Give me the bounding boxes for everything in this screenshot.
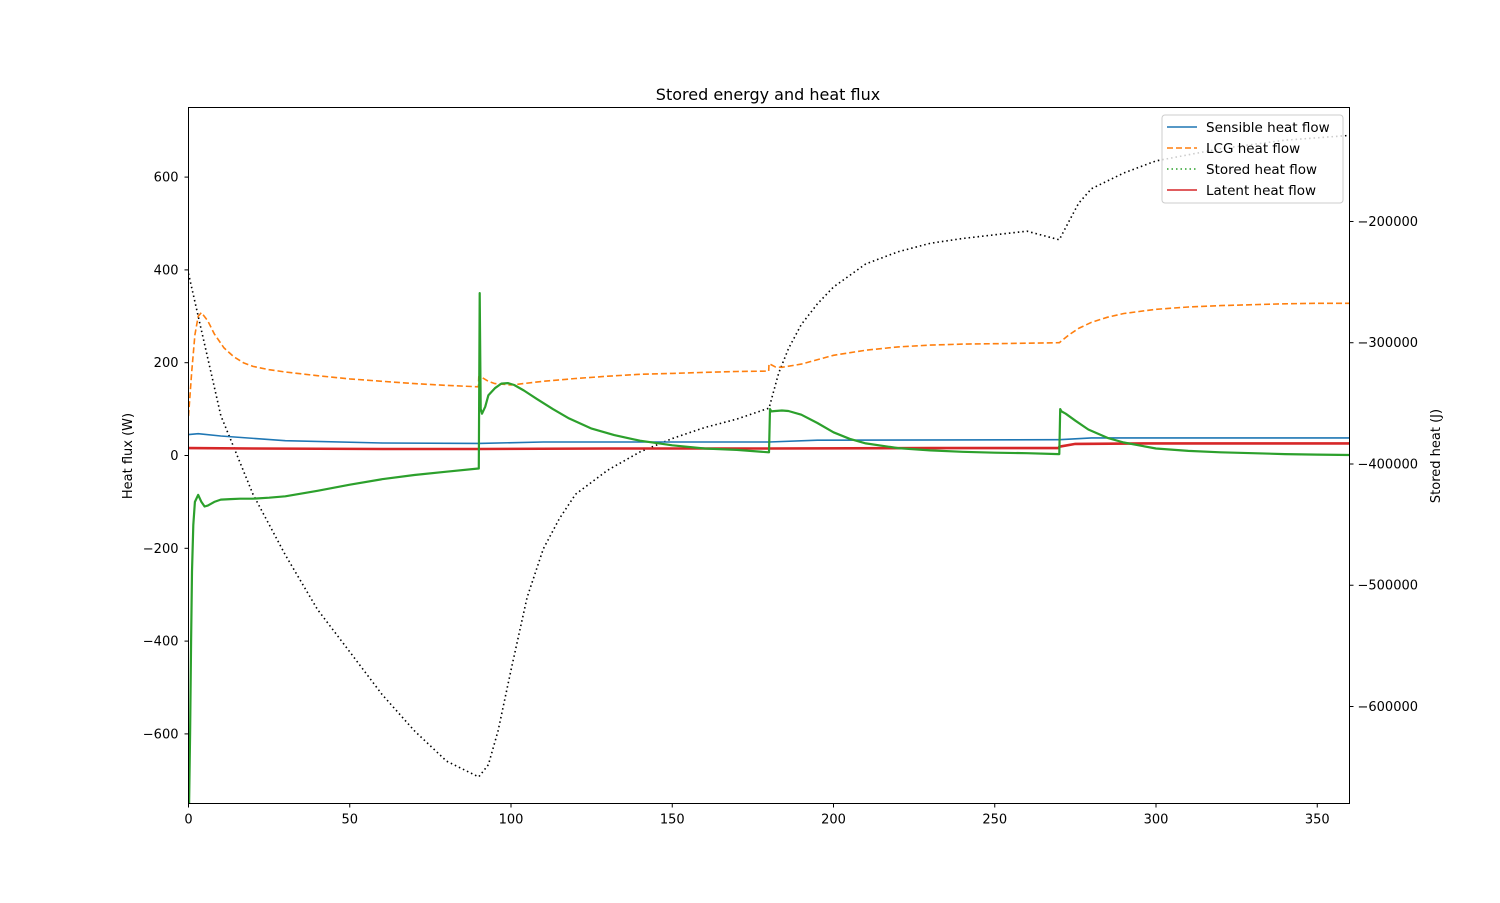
- legend-label: Sensible heat flow: [1206, 120, 1330, 136]
- x-tick-label: 350: [1305, 813, 1330, 828]
- x-tick-label: 50: [341, 813, 358, 828]
- y-tick-label: 0: [170, 449, 178, 464]
- legend-label: Stored heat flow: [1206, 162, 1317, 178]
- y-tick-label: 200: [154, 356, 179, 371]
- x-tick-label: 300: [1144, 813, 1169, 828]
- y-tick-label: −200: [143, 542, 179, 557]
- series-layer: [188, 134, 1350, 804]
- chart-title: Stored energy and heat flux: [656, 85, 880, 104]
- x-tick-label: 0: [184, 813, 192, 828]
- y-tick-label: 600: [154, 171, 179, 186]
- legend-label: Latent heat flow: [1206, 183, 1316, 199]
- series-line-1: [188, 302, 1350, 417]
- legend-box: [1161, 114, 1344, 204]
- y-tick-label: −600: [143, 727, 179, 742]
- series-line-2: [188, 292, 1350, 804]
- x-tick-label: 200: [821, 813, 846, 828]
- y-axis-label: Heat flux (W): [121, 413, 136, 499]
- y2-tick-label: −200000: [1358, 215, 1419, 230]
- series-line-4: [188, 134, 1350, 778]
- y2-axis-label: Stored heat (J): [1429, 409, 1444, 503]
- y2-tick-label: −300000: [1358, 336, 1419, 351]
- x-tick-label: 100: [499, 813, 524, 828]
- x-tick-label: 250: [982, 813, 1007, 828]
- y-axis-right: −600000 −500000 −400000 −300000 −200000: [1349, 215, 1419, 715]
- y-tick-label: −400: [143, 635, 179, 650]
- y2-tick-label: −400000: [1358, 457, 1419, 472]
- y-axis-left: −600 −400 −200 0 200 400 600: [143, 171, 189, 742]
- y2-tick-label: −600000: [1358, 700, 1419, 715]
- x-axis: 0 50 100 150 200 250 300 350: [184, 803, 1330, 828]
- y2-tick-label: −500000: [1358, 579, 1419, 594]
- x-tick-label: 150: [660, 813, 685, 828]
- y-tick-label: 400: [154, 263, 179, 278]
- legend-label: LCG heat flow: [1206, 141, 1300, 157]
- legend: Sensible heat flow LCG heat flow Stored he…: [1161, 114, 1344, 204]
